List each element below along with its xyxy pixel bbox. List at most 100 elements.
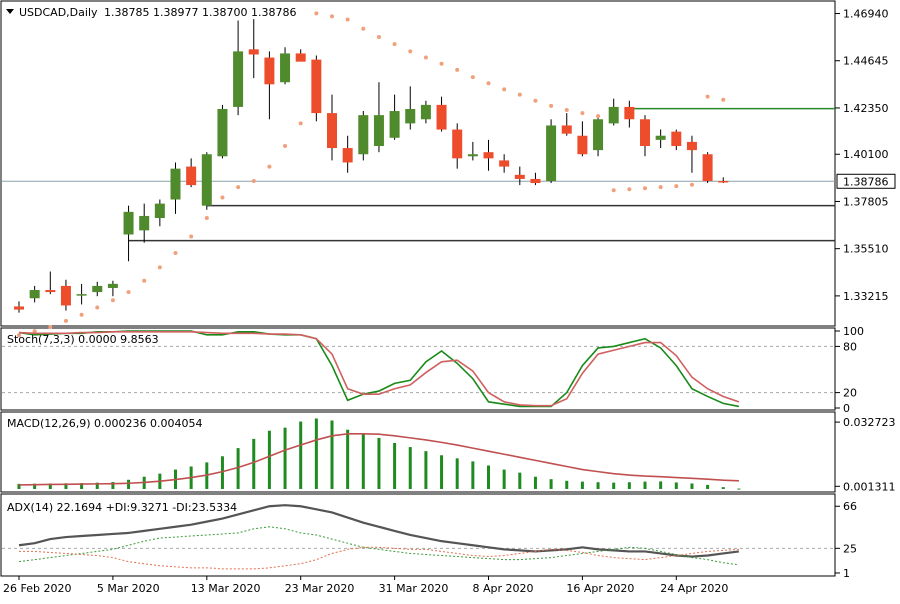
macd-bar: [220, 456, 224, 489]
bear-candle[interactable]: [45, 290, 56, 293]
bear-candle[interactable]: [436, 104, 447, 130]
psar-dot: [376, 34, 381, 39]
bull-candle[interactable]: [593, 119, 604, 151]
macd-bar: [627, 482, 631, 489]
bear-candle[interactable]: [514, 174, 525, 179]
bear-candle[interactable]: [718, 180, 729, 183]
stoch-label: Stoch(7,3,3) 0.0000 9.8563: [7, 333, 159, 346]
bull-candle[interactable]: [233, 51, 244, 107]
bull-candle[interactable]: [358, 115, 369, 155]
psar-dot: [549, 103, 554, 108]
bear-candle[interactable]: [452, 129, 463, 159]
x-tick-label: 13 Mar 2020: [191, 582, 261, 595]
bull-candle[interactable]: [92, 285, 103, 293]
macd-bar: [408, 447, 412, 489]
bear-candle[interactable]: [327, 113, 337, 149]
psar-dot: [470, 75, 475, 80]
bull-candle[interactable]: [217, 108, 228, 157]
bear-candle[interactable]: [264, 57, 275, 85]
bear-candle[interactable]: [577, 135, 588, 155]
y-tick-label: 20: [843, 387, 857, 400]
bull-candle[interactable]: [389, 111, 400, 138]
psar-dot: [392, 42, 397, 47]
x-tick-label: 26 Feb 2020: [3, 582, 71, 595]
bear-candle[interactable]: [248, 49, 259, 55]
bear-candle[interactable]: [499, 160, 510, 167]
bull-candle[interactable]: [467, 154, 478, 157]
bull-candle[interactable]: [154, 203, 165, 219]
macd-bar: [80, 483, 84, 489]
y-tick-label: 1.40100: [843, 148, 889, 161]
y-tick-label: 1.44645: [843, 55, 889, 68]
bear-candle[interactable]: [686, 141, 697, 151]
bull-candle[interactable]: [405, 108, 416, 124]
plus-di-line: [18, 526, 739, 566]
bull-candle[interactable]: [280, 53, 291, 83]
adx-label: ADX(14) 22.1694 +DI:9.3271 -DI:23.5334: [7, 501, 237, 514]
bull-candle[interactable]: [123, 211, 134, 235]
bear-candle[interactable]: [14, 306, 24, 310]
bull-candle[interactable]: [201, 154, 212, 206]
psar-dot: [689, 182, 694, 187]
macd-bar: [361, 433, 365, 489]
psar-dot: [173, 250, 178, 255]
psar-dot: [643, 186, 647, 191]
bear-candle[interactable]: [561, 125, 572, 134]
macd-bar: [674, 482, 678, 489]
x-tick-label: 8 Apr 2020: [473, 582, 534, 595]
psar-dot: [298, 121, 303, 126]
macd-bar: [580, 481, 584, 489]
y-tick-label: 1.46940: [843, 8, 889, 21]
bull-candle[interactable]: [655, 135, 666, 140]
macd-bar: [95, 482, 99, 489]
axis-layer: 1.46940 1.44645 1.42350 1.40100 1.37805 1.355…: [3, 8, 896, 595]
bear-candle[interactable]: [342, 148, 353, 163]
bear-candle[interactable]: [311, 59, 322, 114]
bear-candle[interactable]: [295, 53, 306, 62]
price-panel-frame: [0, 0, 836, 327]
bull-candle[interactable]: [107, 283, 118, 288]
psar-dot: [110, 298, 115, 303]
psar-dot: [658, 185, 663, 190]
symbol-menu-icon[interactable]: [6, 9, 14, 14]
psar-dot: [564, 108, 569, 113]
symbol-label: USDCAD,Daily: [19, 6, 98, 19]
bear-candle[interactable]: [671, 131, 682, 147]
y-tick-label: 0.001311: [843, 480, 896, 493]
psar-dot: [220, 195, 225, 200]
bull-candle[interactable]: [373, 115, 384, 147]
macd-bar: [440, 455, 444, 489]
bear-candle[interactable]: [483, 152, 494, 159]
bull-candle[interactable]: [139, 215, 150, 231]
bull-candle[interactable]: [546, 125, 557, 181]
bull-candle[interactable]: [76, 294, 87, 296]
bear-candle[interactable]: [60, 285, 71, 306]
psar-dot: [408, 49, 413, 54]
bear-candle[interactable]: [702, 154, 713, 181]
macd-bar: [643, 481, 647, 489]
psar-dot: [721, 97, 726, 102]
bear-candle[interactable]: [530, 178, 541, 184]
y-tick-label: 100: [843, 325, 864, 338]
psar-dot: [580, 111, 585, 116]
bear-candle[interactable]: [186, 166, 197, 186]
bear-candle[interactable]: [640, 119, 650, 147]
macd-bar: [346, 429, 350, 489]
psar-dot: [267, 164, 272, 169]
bull-candle[interactable]: [608, 106, 619, 124]
bull-candle[interactable]: [420, 104, 431, 120]
bull-candle[interactable]: [29, 290, 40, 299]
bull-candle[interactable]: [170, 168, 181, 200]
psar-dot: [251, 178, 256, 183]
x-tick-label: 23 Mar 2020: [285, 582, 355, 595]
macd-bar: [127, 479, 131, 489]
macd-bar: [706, 484, 710, 489]
bear-candle[interactable]: [624, 106, 635, 120]
psar-dot: [611, 188, 616, 193]
macd-bar: [393, 442, 397, 489]
psar-dot: [502, 87, 507, 92]
macd-bar: [48, 483, 52, 489]
x-tick-label: 5 Mar 2020: [97, 582, 160, 595]
y-tick-label: 25: [843, 542, 857, 555]
